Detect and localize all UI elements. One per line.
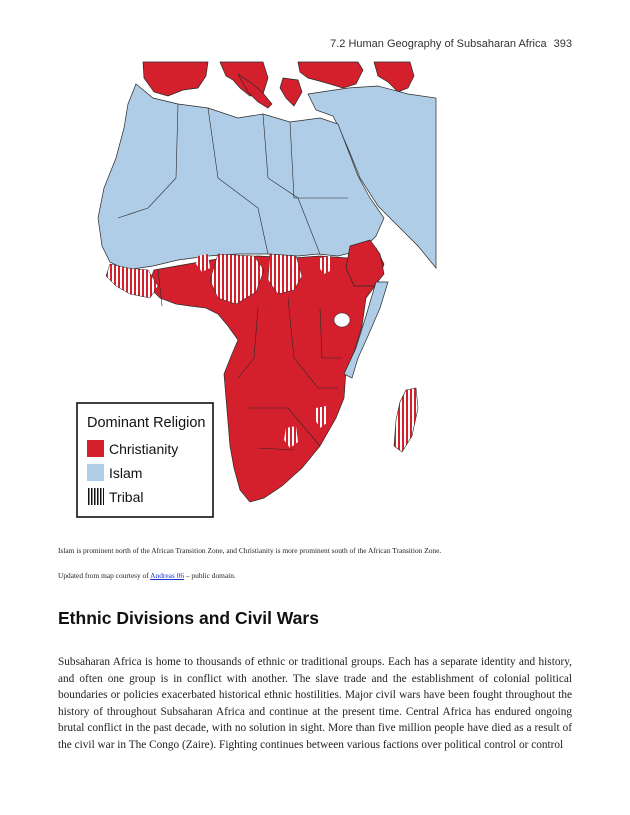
legend-label-tribal: Tribal — [109, 489, 144, 505]
legend-label-islam: Islam — [109, 465, 142, 481]
italy-christian — [237, 73, 273, 109]
running-title: 7.2 Human Geography of Subsaharan Africa — [330, 38, 547, 50]
page-number: 393 — [553, 38, 572, 50]
christianity-swatch — [87, 440, 104, 457]
sahel-tribal-marker — [196, 254, 210, 272]
section-paragraph: Subsaharan Africa is home to thousands o… — [58, 656, 572, 751]
country-borders — [117, 103, 348, 451]
credit-suffix: – public domain. — [184, 571, 236, 580]
southern-tribal-region-1 — [284, 426, 298, 448]
north-africa-islam-region — [97, 83, 385, 271]
figure-caption: Islam is prominent north of the African … — [58, 546, 442, 555]
lake-victoria — [333, 312, 351, 328]
tribal-swatch — [87, 488, 104, 505]
nigeria-tribal-region — [209, 253, 265, 305]
africa-religion-map: Dominant Religion Christianity Islam Tri… — [76, 61, 437, 518]
east-coast-islam-region — [343, 281, 389, 379]
running-head: 7.2 Human Geography of Subsaharan Africa… — [330, 38, 572, 50]
section-heading: Ethnic Divisions and Civil Wars — [58, 608, 319, 628]
horn-christian-region — [345, 239, 385, 287]
map-legend: Dominant Religion Christianity Islam Tri… — [76, 402, 214, 518]
legend-label-christianity: Christianity — [109, 441, 178, 457]
figure-credit: Updated from map courtesy of Andreas 06 … — [58, 571, 572, 580]
greece-christian — [279, 77, 303, 107]
credit-link[interactable]: Andreas 06 — [150, 571, 185, 580]
west-africa-tribal-region — [105, 263, 159, 299]
credit-prefix: Updated from map courtesy of — [58, 571, 151, 580]
madagascar-region — [393, 387, 419, 453]
chad-tribal-marker — [318, 256, 332, 274]
legend-title: Dominant Religion — [87, 415, 205, 431]
religion-map-figure: Dominant Religion Christianity Islam Tri… — [58, 58, 438, 528]
middle-east-islam-region — [307, 85, 437, 269]
southern-tribal-region-2 — [314, 406, 328, 428]
islam-swatch — [87, 464, 104, 481]
europe-christian-region — [142, 61, 415, 97]
cameroon-tribal-region — [267, 253, 303, 295]
